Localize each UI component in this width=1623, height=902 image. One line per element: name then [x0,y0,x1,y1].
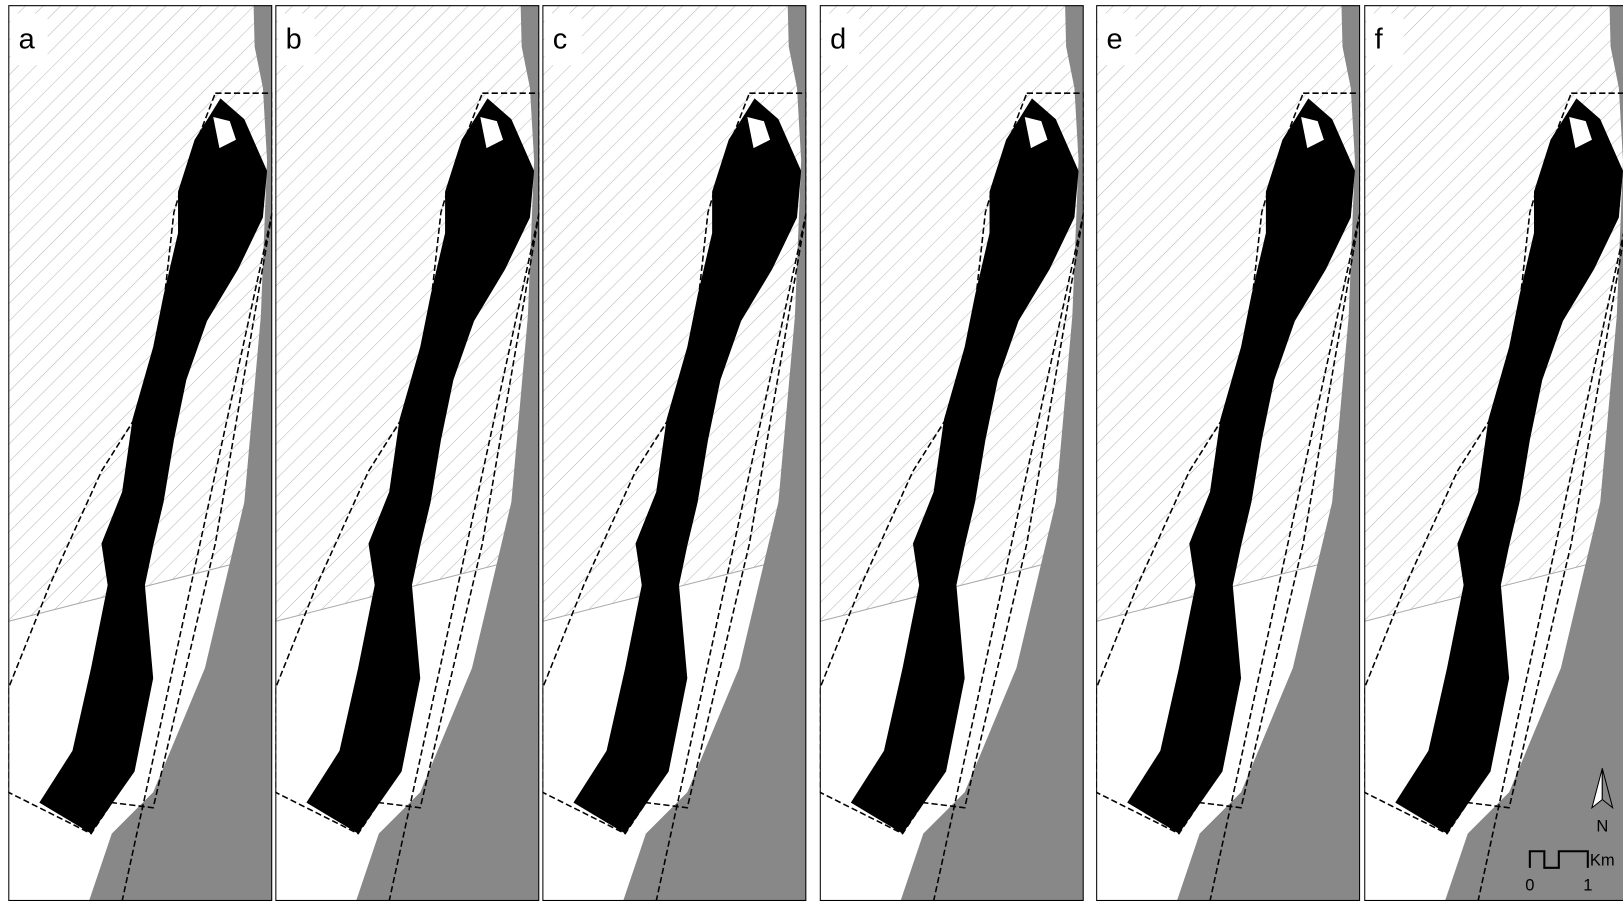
panel-label: d [830,24,846,56]
panel-map [1096,5,1360,901]
panel-map [542,5,806,901]
panel-map [275,5,539,901]
panel-label: e [1106,24,1122,56]
page: {"panels": [{"label": "a"}, {"label": "b… [0,0,1623,902]
map-panel: e [1096,5,1360,901]
map-panel: f [1364,5,1623,901]
scale-tick: 0 [1525,876,1534,895]
panel-label: a [19,24,36,56]
panels: a b c d e f [8,5,1623,901]
panel-map [8,5,272,901]
map-panel: d [820,5,1084,901]
map-panel: a [8,5,272,901]
map-panel: b [275,5,539,901]
panel-label: c [553,24,567,56]
panel-map [820,5,1084,901]
map-figure: a b c d e f N Km 0 1 [0,0,1623,902]
north-label: N [1596,817,1608,836]
panel-label: f [1375,24,1384,56]
scale-tick: 1 [1583,876,1592,895]
panel-map [1364,5,1623,901]
label-bg [1366,13,1403,65]
scale-unit: Km [1590,851,1615,870]
map-panel: c [542,5,806,901]
panel-label: b [286,24,302,56]
